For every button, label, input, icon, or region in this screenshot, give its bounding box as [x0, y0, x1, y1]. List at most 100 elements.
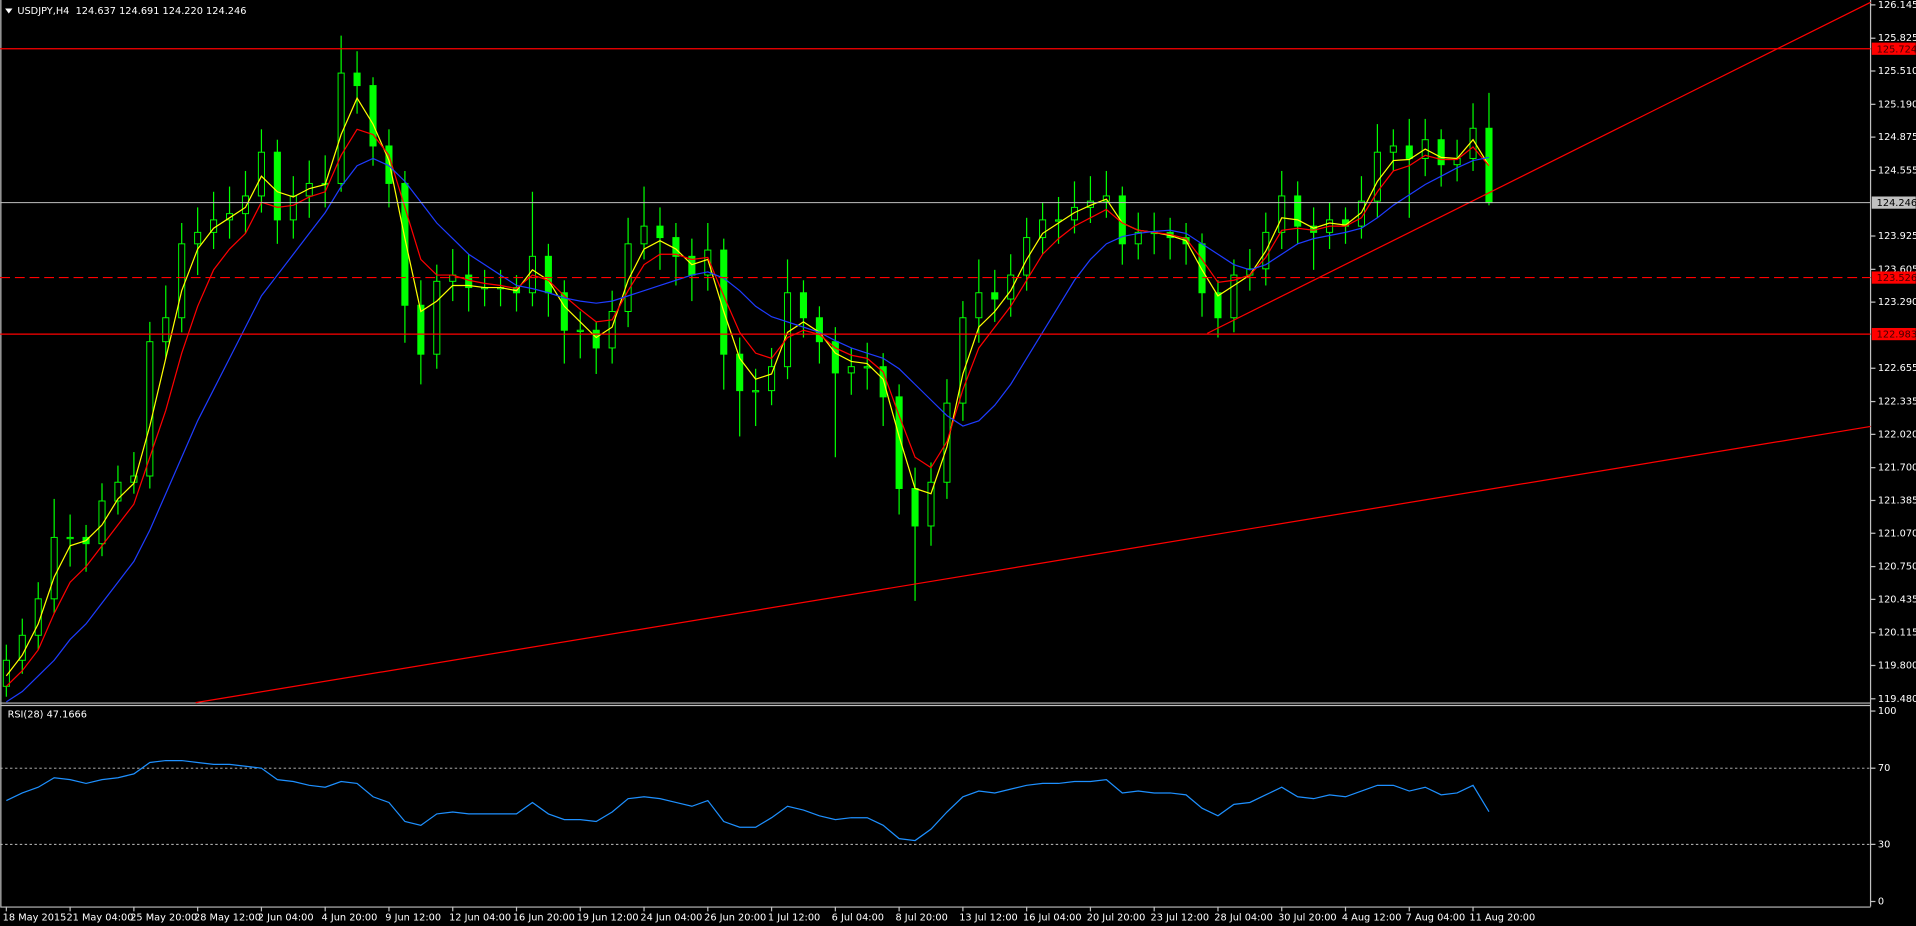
x-tick-label: 7 Aug 04:00: [1406, 912, 1466, 923]
candle-body: [927, 481, 935, 527]
candle-body: [1023, 237, 1031, 276]
y-tick-label: 124.555: [1878, 165, 1916, 176]
moving-average: [5, 128, 1490, 687]
candle-body: [1230, 274, 1238, 319]
x-tick-label: 26 Jun 20:00: [704, 912, 766, 923]
x-tick-label: 30 Jul 20:00: [1278, 912, 1337, 923]
candle-body: [98, 500, 106, 545]
x-tick-label: 12 Jun 04:00: [449, 912, 511, 923]
candle-body: [576, 329, 584, 332]
y-tick-label: 119.480: [1878, 694, 1916, 705]
candle-body: [433, 280, 441, 355]
x-tick-label: 20 Jul 20:00: [1087, 912, 1146, 923]
candle-body: [704, 249, 712, 276]
candle-body: [768, 366, 776, 392]
y-tick-label: 123.290: [1878, 297, 1916, 308]
chart-title: USDJPY,H4 124.637 124.691 124.220 124.24…: [17, 6, 246, 17]
trendline: [1206, 1, 1871, 334]
y-tick-label: 120.750: [1878, 562, 1916, 573]
y-tick-label: 100: [1878, 706, 1897, 717]
candle-body: [1405, 145, 1413, 159]
y-tick-label: 0: [1878, 897, 1884, 908]
candle-body: [353, 72, 361, 87]
candle-body: [1278, 195, 1286, 233]
candle-body: [1214, 292, 1222, 319]
x-tick-label: 16 Jul 04:00: [1023, 912, 1082, 923]
x-tick-label: 19 Jun 12:00: [577, 912, 639, 923]
candle-body: [831, 341, 839, 374]
rsi-title: RSI(28) 47.1666: [8, 710, 87, 721]
y-tick-label: 121.700: [1878, 463, 1916, 474]
candle-body: [273, 151, 281, 221]
candle-body: [736, 353, 744, 392]
price-level-label: 123.526: [1877, 273, 1916, 284]
x-tick-label: 16 Jun 20:00: [513, 912, 575, 923]
rsi-line: [6, 759, 1490, 842]
y-tick-label: 122.335: [1878, 397, 1916, 408]
x-tick-label: 2 Jun 04:00: [258, 912, 314, 923]
price-level-box: [1871, 42, 1916, 55]
y-tick-label: 125.190: [1878, 99, 1916, 110]
candle-body: [1437, 139, 1445, 166]
y-tick-label: 70: [1878, 763, 1890, 774]
menu-arrow: [5, 8, 13, 14]
candle-body: [114, 481, 122, 502]
candle-body: [18, 634, 26, 661]
y-tick-label: 122.655: [1878, 363, 1916, 374]
candle-body: [656, 225, 664, 239]
x-tick-label: 13 Jul 12:00: [959, 912, 1018, 923]
price-level-label: 122.983: [1877, 330, 1916, 341]
candle-body: [959, 317, 967, 404]
price-level-box: [1871, 271, 1916, 284]
x-tick-label: 25 May 20:00: [130, 912, 197, 923]
x-tick-label: 28 Jul 04:00: [1214, 912, 1273, 923]
y-tick-label: 121.385: [1878, 495, 1916, 506]
trendline: [195, 425, 1871, 704]
candle-body: [257, 151, 265, 197]
y-tick-label: 126.145: [1878, 0, 1916, 11]
candle-body: [799, 292, 808, 319]
candle-body: [162, 317, 170, 343]
candle-body: [783, 292, 792, 368]
x-tick-label: 8 Jul 20:00: [895, 912, 947, 923]
y-tick-label: 120.435: [1878, 594, 1916, 605]
candle-body: [401, 182, 409, 306]
y-tick-label: 123.605: [1878, 264, 1916, 275]
moving-average: [6, 156, 1490, 703]
x-tick-label: 23 Jul 12:00: [1151, 912, 1210, 923]
candle-body: [640, 225, 648, 245]
candle-body: [225, 213, 234, 221]
y-tick-label: 125.510: [1878, 66, 1916, 77]
x-tick-label: 21 May 04:00: [66, 912, 133, 923]
price-level-label: 125.724: [1877, 44, 1916, 55]
candle-body: [815, 317, 823, 343]
candle-body: [289, 195, 297, 221]
x-tick-label: 4 Aug 12:00: [1342, 912, 1402, 923]
candle-body: [624, 243, 632, 312]
candle-body: [911, 488, 919, 527]
candle-body: [34, 598, 42, 636]
y-tick-label: 122.020: [1878, 429, 1916, 440]
candle-body: [1373, 151, 1381, 202]
y-tick-label: 121.070: [1878, 528, 1916, 539]
candle-body: [895, 396, 903, 489]
x-tick-label: 9 Jun 12:00: [385, 912, 441, 923]
x-tick-label: 24 Jun 04:00: [640, 912, 702, 923]
candle-body: [1389, 145, 1397, 153]
y-tick-label: 125.825: [1878, 33, 1916, 44]
y-tick-label: 119.800: [1878, 660, 1916, 671]
candle-body: [592, 329, 600, 349]
last-price-box: [1871, 196, 1916, 209]
candle-body: [241, 195, 250, 215]
candle-body: [1070, 206, 1079, 221]
candle-body: [1007, 274, 1015, 300]
candle-body: [1198, 243, 1206, 294]
candle-body: [369, 85, 377, 147]
candle-body: [1294, 195, 1302, 227]
candle-body: [1039, 219, 1047, 239]
x-tick-label: 28 May 12:00: [194, 912, 261, 923]
candle-body: [752, 390, 760, 393]
